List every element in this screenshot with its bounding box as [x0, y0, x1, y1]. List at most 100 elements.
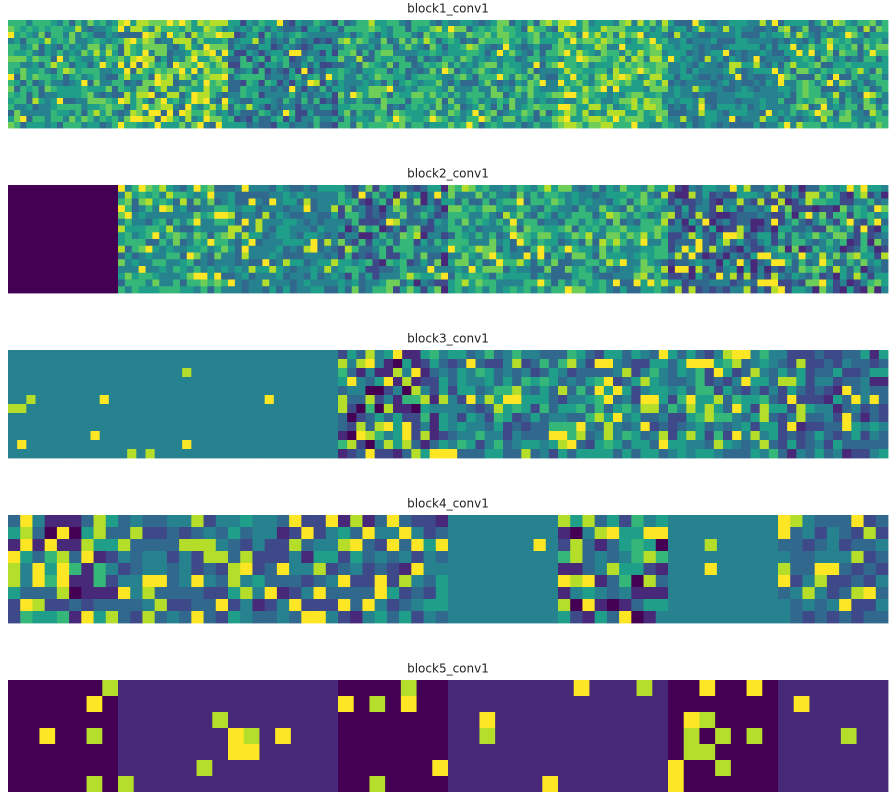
feature-cell: [234, 98, 241, 105]
feature-cell: [516, 286, 525, 294]
feature-cell: [558, 218, 566, 226]
feature-cell: [655, 80, 663, 87]
feature-cell: [118, 259, 126, 267]
feature-cell: [350, 74, 357, 81]
feature-cell: [14, 252, 23, 260]
feature-cell: [81, 110, 88, 117]
feature-cell: [200, 422, 211, 432]
feature-cell: [434, 225, 442, 233]
feature-cell: [771, 44, 779, 51]
feature-cell: [631, 92, 638, 99]
feature-cell: [241, 266, 250, 274]
feature-cell: [702, 198, 710, 206]
feature-cell: [191, 104, 198, 111]
feature-cell: [118, 286, 126, 294]
feature-cell: [20, 110, 27, 117]
feature-cell: [764, 279, 772, 287]
feature-cell: [97, 191, 105, 199]
feature-cell: [270, 44, 278, 51]
feature-cell: [496, 26, 504, 33]
feature-cell: [802, 110, 809, 117]
feature-cell: [564, 56, 571, 63]
feature-cell: [356, 80, 363, 87]
feature-cell: [709, 225, 717, 233]
feature-cell: [814, 20, 822, 27]
feature-cell: [778, 272, 786, 280]
feature-cell: [812, 252, 820, 260]
feature-cell: [191, 386, 201, 396]
feature-cell: [545, 20, 553, 27]
feature-cell: [759, 98, 767, 105]
feature-cell: [420, 286, 428, 294]
feature-cell: [292, 350, 302, 360]
feature-cell: [564, 218, 573, 226]
feature-cell: [289, 259, 298, 267]
feature-cell: [429, 86, 437, 93]
feature-cell: [863, 50, 871, 57]
feature-cell: [551, 212, 559, 220]
feature-cell: [75, 110, 82, 117]
feature-cell: [606, 32, 614, 39]
feature-cell: [771, 74, 779, 81]
feature-cell: [234, 205, 243, 213]
feature-cell: [576, 38, 583, 45]
feature-cell: [26, 413, 36, 423]
feature-cell: [515, 32, 522, 39]
feature-cell: [214, 286, 222, 294]
feature-cell: [14, 191, 23, 199]
feature-cell: [200, 232, 208, 240]
feature-cell: [784, 259, 793, 267]
feature-cell: [276, 104, 284, 111]
feature-cell: [423, 38, 431, 45]
feature-cell: [90, 232, 98, 240]
feature-cell: [688, 225, 696, 233]
feature-cell: [386, 44, 394, 51]
feature-cell: [255, 239, 263, 247]
feature-cell: [496, 225, 504, 233]
feature-cell: [218, 359, 229, 369]
feature-cell: [313, 56, 321, 63]
feature-cell: [503, 56, 510, 63]
feature-cell: [214, 232, 222, 240]
feature-cell: [105, 110, 113, 117]
feature-cell: [527, 92, 534, 99]
feature-cell: [83, 266, 91, 274]
feature-cell: [716, 259, 724, 267]
feature-cell: [252, 20, 259, 27]
feature-cell: [606, 44, 614, 51]
feature-cell: [26, 404, 36, 414]
feature-cell: [301, 68, 308, 75]
feature-cell: [331, 38, 339, 45]
feature-cell: [576, 80, 583, 87]
feature-cell: [56, 56, 64, 63]
feature-cell: [325, 68, 333, 75]
feature-cell: [490, 110, 498, 117]
feature-cell: [784, 225, 793, 233]
feature-cell: [654, 232, 662, 240]
feature-cell: [185, 50, 192, 57]
feature-cell: [454, 92, 461, 99]
feature-cell: [509, 116, 516, 123]
feature-cell: [434, 191, 442, 199]
feature-cell: [344, 68, 351, 75]
feature-cell: [741, 50, 748, 57]
feature-cell: [826, 185, 834, 193]
feature-cell: [599, 239, 607, 247]
feature-cell: [393, 191, 401, 199]
feature-cell: [182, 413, 192, 423]
feature-cell: [729, 116, 736, 123]
feature-cell: [539, 92, 547, 99]
feature-cell: [729, 225, 738, 233]
feature-cell: [262, 286, 270, 294]
feature-cell: [303, 205, 311, 213]
feature-cell: [558, 198, 566, 206]
feature-cell: [594, 50, 602, 57]
feature-cell: [649, 44, 657, 51]
feature-cell: [69, 245, 78, 253]
feature-cell: [564, 68, 571, 75]
feature-cell: [716, 62, 724, 69]
feature-cell: [207, 225, 215, 233]
feature-cell: [255, 279, 263, 287]
feature-cell: [564, 232, 573, 240]
feature-cell: [258, 50, 266, 57]
